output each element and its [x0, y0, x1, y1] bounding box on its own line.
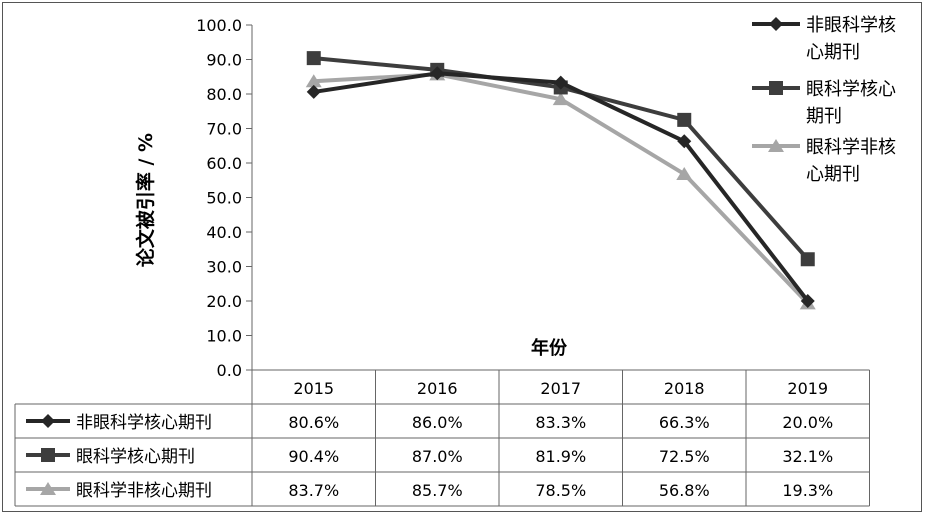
row-series-name: 眼科学核心期刊	[76, 447, 195, 467]
table-cell: 80.6%	[288, 413, 339, 432]
x-tick-label: 2015	[293, 379, 334, 398]
diamond-marker	[677, 134, 692, 149]
y-tick-label: 30.0	[206, 258, 242, 277]
diamond-marker	[553, 75, 568, 90]
x-axis-label: 年份	[531, 337, 568, 359]
legend-label: 心期刊	[806, 164, 860, 185]
x-tick-label: 2017	[540, 379, 581, 398]
table-cell: 66.3%	[659, 413, 710, 432]
square-marker	[306, 51, 321, 66]
y-axis-label: 论文被引率 / %	[134, 133, 157, 267]
x-tick-label: 2019	[787, 379, 828, 398]
square-marker	[41, 448, 55, 462]
triangle-marker	[768, 139, 784, 152]
legend-label: 期刊	[806, 106, 842, 127]
triangle-marker	[552, 92, 569, 106]
y-tick-label: 70.0	[206, 120, 242, 139]
square-marker	[677, 112, 692, 127]
series-line-2	[313, 72, 810, 305]
y-tick-label: 40.0	[206, 223, 242, 242]
diamond-marker	[430, 66, 445, 81]
table-cell: 83.3%	[535, 413, 586, 432]
y-axis: 0.0 10.0 20.0 30.0 40.0 50.0 60.0 70.0 80.0 90.0 1…	[196, 16, 253, 380]
y-tick-label: 20.0	[206, 292, 242, 311]
table-cell: 83.7%	[288, 481, 339, 500]
data-table: 2015 2016 2017 2018 2019 非眼科学核心期刊 80.6% 86.0% 83…	[14, 369, 870, 507]
table-cell: 32.1%	[782, 447, 833, 466]
diamond-marker	[800, 294, 815, 308]
table-cell: 87.0%	[412, 447, 463, 466]
table-cell: 56.8%	[659, 481, 710, 500]
series-line-0	[313, 71, 810, 303]
square-marker	[769, 81, 783, 95]
y-tick-label: 0.0	[217, 361, 242, 380]
x-tick-label: 2018	[664, 379, 705, 398]
legend-label: 非眼科学核	[806, 15, 896, 36]
y-tick-label: 90.0	[206, 51, 242, 70]
table-cell: 19.3%	[782, 481, 833, 500]
table-cell: 20.0%	[782, 413, 833, 432]
legend-label: 眼科学非核	[806, 137, 896, 158]
y-tick-label: 80.0	[206, 85, 242, 104]
diamond-marker	[41, 414, 55, 428]
series-layer	[305, 51, 816, 310]
row-series-name: 非眼科学核心期刊	[76, 413, 212, 433]
table-cell: 72.5%	[659, 447, 710, 466]
row-series-name: 眼科学非核心期刊	[76, 481, 212, 501]
triangle-marker	[40, 482, 56, 495]
x-tick-label: 2016	[417, 379, 458, 398]
legend-label: 心期刊	[806, 42, 860, 63]
legend-label: 眼科学核心	[806, 79, 896, 100]
y-tick-label: 60.0	[206, 154, 242, 173]
y-tick-label: 10.0	[206, 327, 242, 346]
diamond-marker	[306, 84, 321, 99]
table-cell: 81.9%	[535, 447, 586, 466]
table-cell: 78.5%	[535, 481, 586, 500]
triangle-marker	[676, 167, 693, 181]
y-tick-label: 50.0	[206, 189, 242, 208]
triangle-marker	[305, 74, 322, 88]
y-tick-label: 100.0	[196, 16, 242, 35]
diamond-marker	[769, 17, 783, 31]
table-cell: 90.4%	[288, 447, 339, 466]
table-cell: 86.0%	[412, 413, 463, 432]
table-cell: 85.7%	[412, 481, 463, 500]
square-marker	[800, 252, 815, 267]
